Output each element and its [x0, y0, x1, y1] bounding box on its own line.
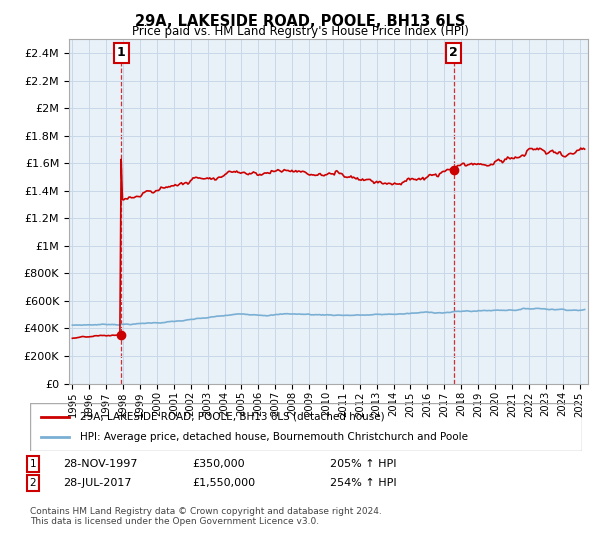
Text: £1,550,000: £1,550,000 [192, 478, 255, 488]
Text: Price paid vs. HM Land Registry's House Price Index (HPI): Price paid vs. HM Land Registry's House … [131, 25, 469, 38]
Text: 2: 2 [29, 478, 37, 488]
Text: 29A, LAKESIDE ROAD, POOLE, BH13 6LS (detached house): 29A, LAKESIDE ROAD, POOLE, BH13 6LS (det… [80, 412, 385, 422]
Text: 205% ↑ HPI: 205% ↑ HPI [330, 459, 397, 469]
Text: HPI: Average price, detached house, Bournemouth Christchurch and Poole: HPI: Average price, detached house, Bour… [80, 432, 467, 442]
Text: £350,000: £350,000 [192, 459, 245, 469]
Text: 29A, LAKESIDE ROAD, POOLE, BH13 6LS: 29A, LAKESIDE ROAD, POOLE, BH13 6LS [135, 14, 465, 29]
Text: 2: 2 [449, 46, 458, 59]
Text: 254% ↑ HPI: 254% ↑ HPI [330, 478, 397, 488]
Text: 28-JUL-2017: 28-JUL-2017 [63, 478, 131, 488]
Text: 28-NOV-1997: 28-NOV-1997 [63, 459, 137, 469]
Text: Contains HM Land Registry data © Crown copyright and database right 2024.
This d: Contains HM Land Registry data © Crown c… [30, 507, 382, 526]
Text: 1: 1 [29, 459, 37, 469]
Text: 1: 1 [117, 46, 126, 59]
